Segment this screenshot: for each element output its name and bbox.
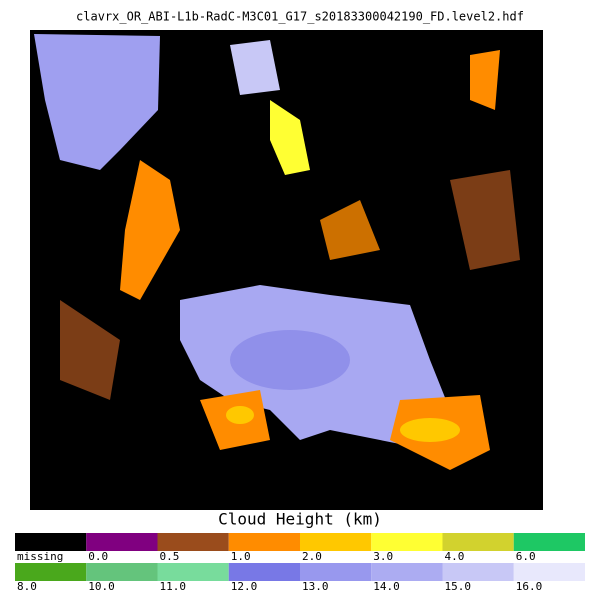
colorbar-tick-label: 0.0 [88, 550, 108, 563]
color-swatch [513, 563, 585, 581]
color-swatch [442, 533, 514, 551]
color-swatch [300, 533, 372, 551]
colorbar-tick-label: 14.0 [373, 580, 400, 593]
color-swatch [15, 533, 87, 551]
color-swatch [371, 563, 443, 581]
satellite-image [30, 30, 543, 510]
colorbar-tick-label: 2.0 [302, 550, 322, 563]
color-swatch [300, 563, 372, 581]
colorbar-tick-label: 4.0 [445, 550, 465, 563]
color-swatch [157, 533, 229, 551]
colorbar-label: Cloud Height (km) [218, 510, 382, 529]
colorbar-tick-label: 6.0 [516, 550, 536, 563]
color-swatch [371, 533, 443, 551]
colorbar-tick-label: 16.0 [516, 580, 543, 593]
colorbar-tick-label: 11.0 [160, 580, 187, 593]
color-swatch [513, 533, 585, 551]
color-swatch [442, 563, 514, 581]
color-swatch [15, 563, 87, 581]
colorbar: missing 0.0 0.5 1.0 2.0 3.0 4.0 6.0 8.0 10.0 11.0 1… [15, 533, 585, 593]
colorbar-tick-label: 8.0 [17, 580, 37, 593]
colorbar-tick-label: 13.0 [302, 580, 329, 593]
colorbar-tick-label: 1.0 [231, 550, 251, 563]
colorbar-tick-label: 3.0 [373, 550, 393, 563]
color-swatch [86, 563, 158, 581]
color-swatch [228, 533, 300, 551]
color-swatch [228, 563, 300, 581]
colorbar-tick-label: 15.0 [445, 580, 472, 593]
color-swatch [86, 533, 158, 551]
colorbar-tick-label: 12.0 [231, 580, 258, 593]
colorbar-tick-label: 10.0 [88, 580, 115, 593]
color-swatch [157, 563, 229, 581]
colorbar-tick-label: 0.5 [160, 550, 180, 563]
title: clavrx_OR_ABI-L1b-RadC-M3C01_G17_s201833… [76, 10, 524, 24]
colorbar-tick-label: missing [17, 550, 63, 563]
